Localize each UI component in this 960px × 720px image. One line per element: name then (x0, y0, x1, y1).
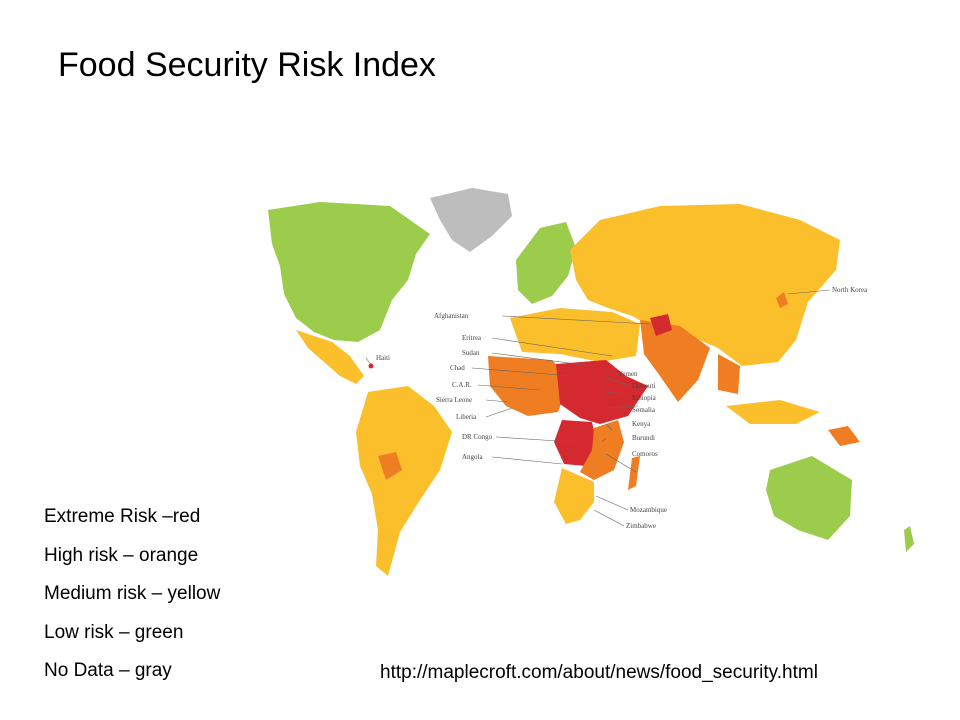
asia-region (570, 204, 840, 366)
legend-item-medium: Medium risk – yellow (44, 583, 221, 604)
haiti-region (368, 363, 374, 369)
central-america-region (296, 330, 364, 384)
southern-africa-region (554, 468, 594, 524)
south-america-region (356, 386, 452, 576)
label-kenya: Kenya (632, 420, 651, 428)
label-chad: Chad (450, 364, 465, 372)
label-angola: Angola (462, 453, 484, 461)
legend-item-extreme: Extreme Risk –red (44, 506, 201, 527)
label-sudan: Sudan (462, 349, 480, 357)
sahel-extreme-region (556, 360, 648, 424)
world-map: Afghanistan Eritrea Sudan Chad C.A.R. Si… (268, 188, 914, 576)
label-dr-congo: DR Congo (462, 433, 493, 441)
label-afghanistan: Afghanistan (434, 312, 469, 320)
map-legend: Extreme Risk –red High risk – orange Med… (44, 504, 220, 697)
label-djibouti: Djibouti (632, 382, 655, 390)
afghanistan-region (650, 314, 672, 336)
east-africa-region (580, 420, 624, 480)
south-asia-region (640, 320, 710, 402)
slide-title: Food Security Risk Index (58, 46, 436, 84)
label-mozambique: Mozambique (630, 506, 667, 514)
bolivia-region (378, 452, 402, 480)
label-comoros: Comoros (632, 450, 658, 458)
label-north-korea: North Korea (832, 286, 868, 294)
dr-congo-region (554, 420, 598, 466)
legend-item-low: Low risk – green (44, 621, 184, 643)
indonesia-region (726, 400, 820, 424)
label-liberia: Liberia (456, 413, 477, 421)
greenland-region (430, 188, 512, 252)
label-ethiopia: Ethiopia (632, 394, 657, 402)
north-korea-region (776, 292, 788, 308)
southeast-asia-region (718, 354, 740, 394)
label-eritrea: Eritrea (462, 334, 482, 342)
legend-item-no-data: No Data – gray (44, 660, 172, 681)
label-burundi: Burundi (632, 434, 655, 442)
label-yemen: Yemen (618, 370, 638, 378)
label-somalia: Somalia (632, 406, 656, 414)
papua-new-guinea-region (828, 426, 860, 446)
madagascar-region (628, 456, 640, 490)
new-zealand-region (904, 526, 914, 552)
europe-region (516, 222, 576, 304)
label-car: C.A.R. (452, 381, 472, 389)
north-america-region (268, 202, 430, 342)
label-zimbabwe: Zimbabwe (626, 522, 656, 530)
legend-item-high: High risk – orange (44, 544, 199, 566)
australia-region (766, 456, 852, 540)
source-url: http://maplecroft.com/about/news/food_se… (380, 662, 818, 683)
north-africa-region (510, 308, 640, 362)
label-haiti: Haiti (376, 354, 390, 362)
label-sierra-leone: Sierra Leone (436, 396, 472, 404)
